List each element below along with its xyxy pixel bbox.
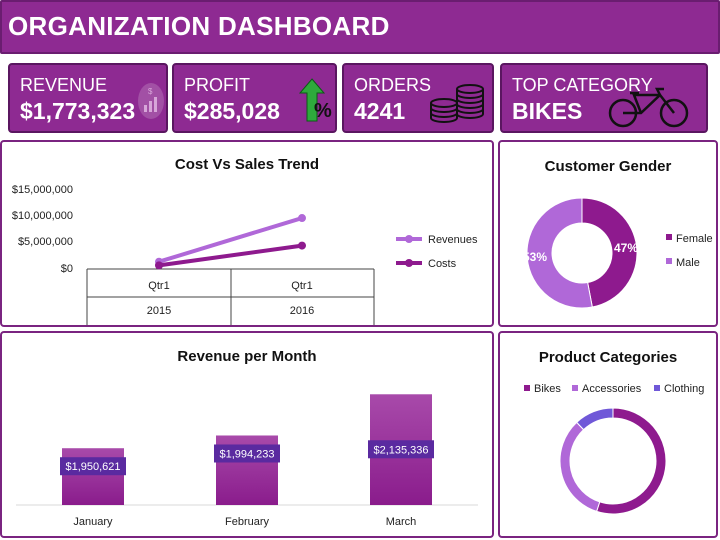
series-line-costs [158,243,303,268]
coins-icon [430,84,484,123]
kpi-revenue-card[interactable]: REVENUE $1,773,323 $ [8,63,168,133]
ytick-label: $5,000,000 [18,236,73,248]
revenue-per-month-title: Revenue per Month [177,348,317,365]
kpi-orders-card[interactable]: ORDERS 4241 [342,63,494,133]
data-point-revenues-1 [298,214,306,223]
product-categories-chart: Bikes Accessories Clothing [524,383,704,515]
legend-item-female: Female [666,233,713,245]
legend-item-revenues: Revenues [396,234,478,246]
data-label-box-1 [214,444,280,463]
ytick-label: $10,000,000 [12,210,73,222]
customer-gender-panel: Customer Gender 47% 53% Female Male [498,140,718,327]
data-label-box-0 [60,457,126,476]
bar-january [62,448,124,505]
legend-item-clothing: Clothing [654,383,704,395]
x-axis-table [86,268,375,325]
page-title: ORGANIZATION DASHBOARD [8,11,390,41]
product-categories-title: Product Categories [538,349,678,366]
ytick-label: $15,000,000 [12,184,73,196]
legend-item-bikes: Bikes [524,383,561,395]
x-tick-label: Qtr1 [291,280,312,292]
x-tick-label: January [73,516,113,528]
slice-clothing [576,407,614,431]
kpi-revenue-value: $1,773,323 [20,98,136,124]
x-tick-label: February [225,516,270,528]
bar-data-label-2: $2,135,336 [373,444,428,456]
kpi-profit-card[interactable]: PROFIT $285,028 % [172,63,337,133]
slice-data-label: 53% [523,250,547,264]
x-group-label: 2016 [290,305,314,317]
bicycle-icon [608,87,689,128]
kpi-orders-value: 4241 [354,98,406,124]
data-point-costs-0 [155,261,163,270]
legend-label: Accessories [582,383,642,395]
bar-data-label-0: $1,950,621 [65,461,120,473]
bar-data-label-1: $1,994,233 [219,448,274,460]
kpi-orders-label: ORDERS [354,75,432,95]
series-line-revenues [158,216,303,264]
kpi-profit-value: $285,028 [184,98,280,124]
customer-gender-chart: 47% 53% Female Male [523,197,713,309]
legend-item-male: Male [666,257,700,269]
customer-gender-title: Customer Gender [544,158,672,175]
legend-label: Bikes [534,383,561,395]
kpi-revenue-label: REVENUE [20,75,108,95]
revenue-per-month-panel: Revenue per Month $1,950,621 $1,994,233 $2… [0,331,494,538]
legend-item-costs: Costs [396,258,457,270]
legend-label: Male [676,257,700,269]
cost-sales-trend-chart: $15,000,000 $10,000,000 $5,000,000 $0 Qt… [12,184,478,325]
x-group-label: 2015 [147,305,171,317]
legend-label: Revenues [428,234,478,246]
cost-sales-trend-panel: Cost Vs Sales Trend $15,000,000 $10,000,… [0,140,494,327]
legend-label: Clothing [664,383,704,395]
x-tick-label: March [386,516,417,528]
revenue-growth-icon: $ [138,83,164,119]
product-categories-panel: Product Categories Bikes Accessories Clo… [498,331,718,538]
x-tick-label: Qtr1 [148,280,169,292]
ytick-label: $0 [61,263,73,275]
slice-bikes [595,407,667,515]
svg-text:%: % [314,100,332,122]
svg-text:$: $ [148,87,153,96]
slice-data-label: 47% [614,241,638,255]
slice-male [526,197,593,309]
kpi-top-category-label: TOP CATEGORY [512,75,653,95]
legend-label: Costs [428,258,457,270]
data-point-costs-1 [298,241,306,250]
header-banner: ORGANIZATION DASHBOARD [0,0,720,54]
data-label-box-2 [368,440,434,459]
legend-item-accessories: Accessories [572,383,642,395]
kpi-top-category-card[interactable]: TOP CATEGORY BIKES [500,63,708,133]
slice-female [581,197,638,308]
revenue-per-month-chart: $1,950,621 $1,994,233 $2,135,336 January F… [16,394,478,528]
kpi-profit-label: PROFIT [184,75,250,95]
slice-accessories [559,421,601,513]
cost-sales-trend-title: Cost Vs Sales Trend [174,156,320,173]
kpi-top-category-value: BIKES [512,98,583,124]
legend-label: Female [676,233,713,245]
profit-percent-icon: % [298,78,332,122]
